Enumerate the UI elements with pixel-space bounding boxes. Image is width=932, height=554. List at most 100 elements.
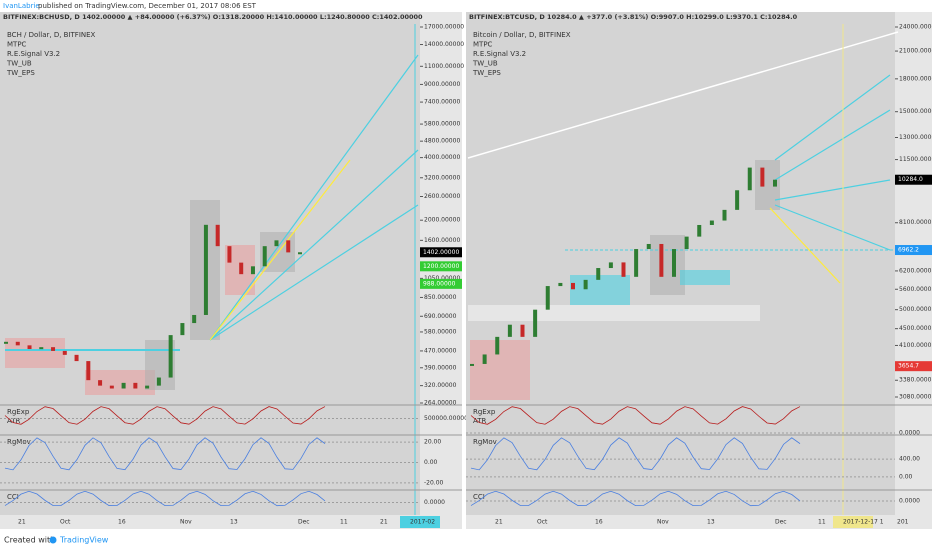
time-highlight (833, 516, 873, 528)
pane-name: RgMov (7, 438, 31, 446)
y-tick-label: 7400.00000 (424, 99, 460, 106)
projection-ray (774, 74, 891, 161)
zone-box (5, 338, 65, 368)
zone-box (570, 275, 630, 305)
y-tick-label: 4500.0000 (899, 325, 932, 332)
legend-item: MTPC (473, 41, 493, 49)
candle (608, 262, 613, 269)
candle (684, 236, 689, 250)
panel-left: BITFINEX:BCHUSD, D 1402.00000 ▲ +84.0000… (0, 12, 468, 529)
candle (672, 249, 676, 277)
price-axis (895, 12, 932, 515)
candle (482, 354, 487, 364)
candle (4, 341, 8, 344)
projection-ray (774, 204, 891, 251)
time-label: 21 (18, 519, 26, 526)
y-tick-label: 0.00 (424, 459, 438, 466)
time-label: Oct (537, 519, 548, 526)
time-highlight (400, 516, 440, 528)
zone-box (468, 305, 760, 321)
candle (15, 341, 20, 346)
candle (495, 336, 500, 355)
footer-text: Created with (4, 536, 55, 545)
legend-item: BCH / Dollar, D, BITFINEX (7, 31, 96, 39)
price-label-bg (420, 278, 462, 289)
candle (51, 347, 56, 351)
candle (760, 167, 765, 187)
candle (250, 266, 255, 275)
logo (49, 536, 57, 544)
indicator-line (4, 437, 326, 471)
time-label: Oct (60, 519, 71, 526)
time-label: 21 (380, 519, 388, 526)
y-tick-label: 3080.0000 (899, 394, 932, 401)
candle (27, 345, 32, 350)
pane-name: CCI (7, 493, 19, 501)
y-tick-label: 500000.00000 (424, 415, 468, 422)
price-label: 1402.00000 (423, 249, 459, 256)
panel-right: BITFINEX:BTCUSD, D 10284.0 ▲ +377.0 (+3.… (466, 12, 932, 529)
legend-item: R.E.Signal V3.2 (473, 50, 526, 58)
y-tick-label: 0.00 (899, 473, 913, 480)
publisher[interactable]: IvanLabrie (3, 2, 40, 10)
indicator-line (470, 437, 801, 471)
candle (722, 209, 727, 221)
y-tick-label: 400.00 (899, 456, 920, 463)
price-label-bg (895, 174, 932, 185)
pane-name: RgExp (473, 408, 496, 416)
time-label: 2017-12-17 1 (843, 519, 884, 526)
candle (286, 240, 291, 253)
candle (203, 224, 208, 315)
zone-box (680, 270, 730, 285)
candle (86, 361, 91, 381)
candle (646, 243, 651, 250)
y-tick-label: 14000.00000 (424, 41, 464, 48)
indicator-line (470, 490, 801, 507)
candle (571, 282, 575, 290)
symbol-line: BITFINEX:BTCUSD, D 10284.0 ▲ +377.0 (+3.… (469, 13, 798, 21)
projection-ray (209, 54, 419, 341)
zone-box (85, 370, 155, 395)
time-axis (466, 515, 932, 529)
legend-item: TW_UB (472, 60, 498, 68)
y-tick-label: 11500.0000 (899, 156, 932, 163)
zone-box (650, 235, 685, 295)
legend-item: TW_UB (6, 60, 32, 68)
candle (659, 243, 664, 277)
candle (180, 323, 185, 336)
pane-name: RgExp (7, 408, 30, 416)
y-tick-label: 320.00000 (424, 382, 457, 389)
y-tick-label: 9000.00000 (424, 81, 460, 88)
projection-ray (209, 204, 419, 341)
candle (697, 224, 702, 237)
price-label: 988.00000 (423, 280, 456, 287)
indicator-line (4, 490, 326, 507)
time-label: 16 (595, 519, 603, 526)
y-tick-label: 690.00000 (424, 313, 457, 320)
candle (227, 246, 232, 263)
candle (109, 385, 114, 389)
y-tick-label: 1050.00000 (424, 275, 460, 282)
y-tick-label: 17000.00000 (424, 24, 464, 31)
time-label: Dec (775, 519, 787, 526)
projection-ray (209, 159, 351, 341)
y-tick-label: 21000.0000 (899, 48, 932, 55)
price-label-bg (420, 261, 462, 272)
y-tick-label: 264.00000 (424, 400, 457, 407)
candle (192, 314, 197, 324)
symbol-line: BITFINEX:BCHUSD, D 1402.00000 ▲ +84.0000… (3, 13, 423, 21)
zone-box (470, 340, 530, 400)
footer-brand[interactable]: TradingView (59, 536, 109, 545)
price-label: 3654.7 (898, 363, 919, 370)
y-tick-label: 20.00 (424, 439, 441, 446)
candle (596, 268, 601, 280)
y-tick-label: 3380.0000 (899, 377, 932, 384)
candle (634, 249, 639, 277)
projection-ray (209, 149, 419, 341)
y-tick-label: 5800.00000 (424, 121, 460, 128)
candle (74, 354, 79, 362)
time-label: 16 (118, 519, 126, 526)
pane-name: RgMov (473, 438, 497, 446)
y-tick-label: 8100.0000 (899, 219, 932, 226)
y-tick-label: 13000.0000 (899, 134, 932, 141)
